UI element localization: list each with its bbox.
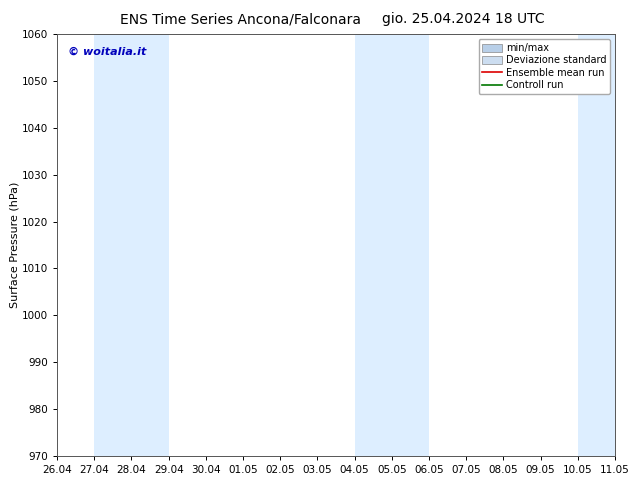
Text: gio. 25.04.2024 18 UTC: gio. 25.04.2024 18 UTC <box>382 12 544 26</box>
Legend: min/max, Deviazione standard, Ensemble mean run, Controll run: min/max, Deviazione standard, Ensemble m… <box>479 39 610 94</box>
Bar <box>354 34 429 456</box>
Text: ENS Time Series Ancona/Falconara: ENS Time Series Ancona/Falconara <box>120 12 361 26</box>
Text: © woitalia.it: © woitalia.it <box>68 47 146 57</box>
Y-axis label: Surface Pressure (hPa): Surface Pressure (hPa) <box>9 182 19 308</box>
Bar <box>578 34 615 456</box>
Bar <box>94 34 169 456</box>
